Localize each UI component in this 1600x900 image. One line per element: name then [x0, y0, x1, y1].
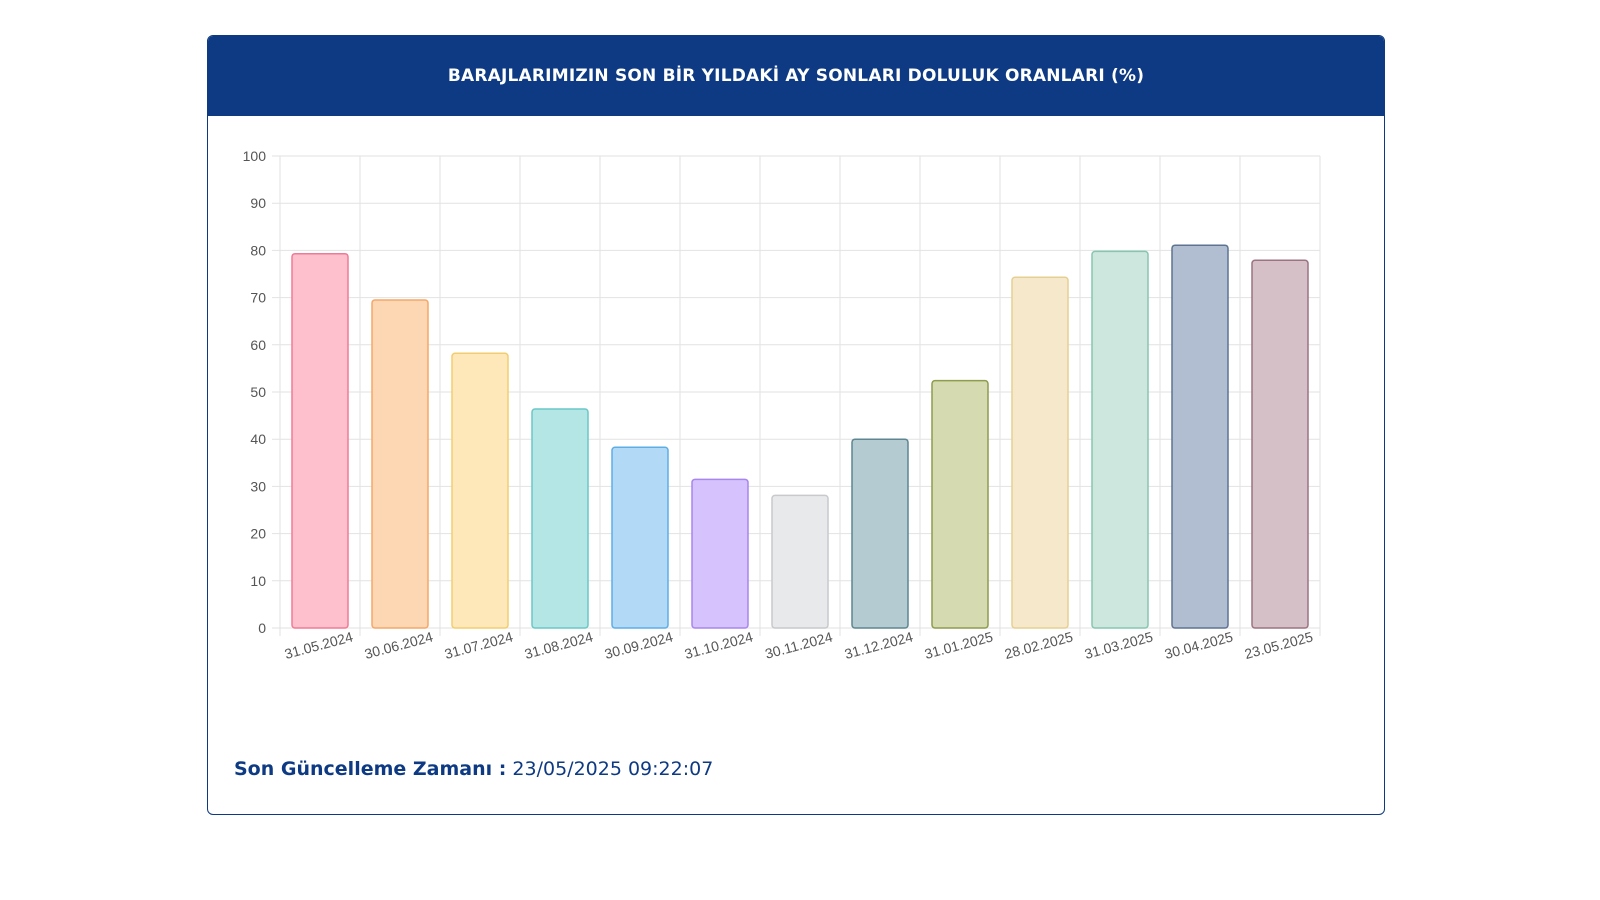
- chart-title: BARAJLARIMIZIN SON BİR YILDAKİ AY SONLAR…: [447, 66, 1145, 86]
- y-tick-label: 50: [250, 384, 266, 400]
- x-tick-label: 30.06.2024: [363, 628, 435, 662]
- last-update: Son Güncelleme Zamanı : 23/05/2025 09:22…: [234, 758, 713, 780]
- last-update-value: 23/05/2025 09:22:07: [512, 758, 714, 780]
- x-tick-label: 31.05.2024: [283, 628, 355, 662]
- x-tick-label: 31.03.2025: [1083, 628, 1155, 662]
- x-tick-label: 30.04.2025: [1163, 628, 1235, 662]
- bar-31.05.2024[interactable]: [291, 252, 349, 629]
- bar-31.10.2024[interactable]: [691, 478, 749, 629]
- x-tick-label: 31.10.2024: [683, 628, 755, 662]
- bar-23.05.2025[interactable]: [1251, 259, 1309, 629]
- x-tick-label: 31.07.2024: [443, 628, 515, 662]
- bar-30.09.2024[interactable]: [611, 446, 669, 629]
- x-tick-label: 23.05.2025: [1243, 628, 1315, 662]
- chart-card: BARAJLARIMIZIN SON BİR YILDAKİ AY SONLAR…: [207, 35, 1385, 815]
- x-tick-label: 31.08.2024: [523, 628, 595, 662]
- bar-chart: 0 10 20 30 40 50 60 70 80 90 100 31.05.2024 30.06.2…: [243, 148, 1321, 662]
- y-tick-label: 0: [258, 620, 266, 636]
- y-tick-label: 10: [250, 573, 266, 589]
- x-tick-label: 30.09.2024: [603, 628, 675, 662]
- y-tick-label: 30: [250, 478, 266, 494]
- card-header: BARAJLARIMIZIN SON BİR YILDAKİ AY SONLAR…: [208, 36, 1384, 116]
- y-tick-label: 70: [250, 290, 266, 306]
- y-tick-label: 20: [250, 526, 266, 542]
- bar-31.07.2024[interactable]: [451, 352, 509, 629]
- bar-31.01.2025[interactable]: [931, 379, 989, 629]
- bar-30.06.2024[interactable]: [371, 299, 429, 629]
- bar-30.04.2025[interactable]: [1171, 244, 1229, 629]
- last-update-label: Son Güncelleme Zamanı :: [234, 758, 507, 780]
- y-axis-ticks: 0 10 20 30 40 50 60 70 80 90 100: [243, 148, 267, 636]
- bar-31.03.2025[interactable]: [1091, 250, 1149, 629]
- bar-28.02.2025[interactable]: [1011, 276, 1069, 629]
- y-tick-label: 100: [243, 148, 267, 164]
- bar-30.11.2024[interactable]: [771, 494, 829, 629]
- y-tick-label: 80: [250, 242, 266, 258]
- y-tick-label: 60: [250, 337, 266, 353]
- x-tick-label: 31.01.2025: [923, 628, 995, 662]
- bar-31.12.2024[interactable]: [851, 438, 909, 629]
- x-tick-label: 30.11.2024: [763, 628, 834, 661]
- y-tick-label: 40: [250, 431, 266, 447]
- y-tick-label: 90: [250, 195, 266, 211]
- x-tick-label: 31.12.2024: [843, 628, 915, 662]
- bars: [291, 244, 1309, 629]
- x-tick-label: 28.02.2025: [1003, 628, 1075, 662]
- bar-31.08.2024[interactable]: [531, 408, 589, 629]
